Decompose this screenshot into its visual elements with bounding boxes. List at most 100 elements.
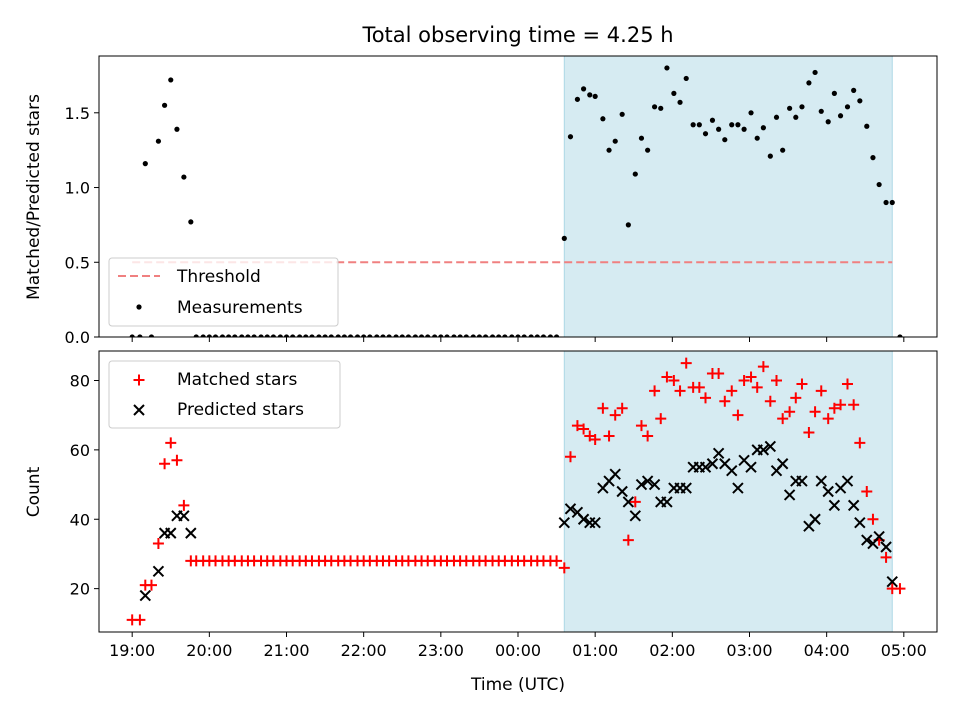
measurement-point bbox=[283, 334, 290, 337]
top-y-axis-label: Matched/Predicted stars bbox=[24, 94, 44, 300]
legend-matched-label: Matched stars bbox=[177, 370, 297, 390]
measurement-point bbox=[470, 334, 476, 337]
measurement-point bbox=[619, 111, 625, 117]
measurement-point bbox=[347, 334, 354, 337]
predicted-star-point bbox=[609, 468, 621, 480]
measurement-point bbox=[773, 114, 780, 120]
measurement-point bbox=[418, 334, 425, 337]
measurement-point bbox=[335, 334, 341, 337]
measurement-point bbox=[651, 104, 658, 110]
measurement-point bbox=[380, 334, 386, 337]
measurement-point bbox=[825, 119, 831, 125]
measurement-point bbox=[606, 147, 612, 153]
x-tick-label: 21:00 bbox=[263, 641, 309, 660]
measurement-point bbox=[367, 334, 373, 337]
measurement-point bbox=[876, 181, 882, 188]
matched-star-point bbox=[880, 551, 892, 563]
matched-star-point bbox=[616, 402, 628, 414]
measurement-point bbox=[851, 87, 857, 93]
matched-star-point bbox=[642, 430, 654, 442]
matched-star-point bbox=[152, 538, 164, 550]
measurement-point bbox=[290, 334, 296, 337]
measurement-point bbox=[161, 102, 168, 108]
predicted-star-point bbox=[886, 575, 898, 588]
measurement-point bbox=[787, 105, 793, 111]
measurement-point bbox=[476, 334, 483, 337]
measurement-point bbox=[174, 126, 180, 132]
predicted-star-point bbox=[558, 517, 571, 529]
measurement-point bbox=[574, 96, 581, 102]
measurement-point bbox=[521, 334, 527, 337]
measurement-point bbox=[600, 116, 606, 122]
x-tick-label: 04:00 bbox=[804, 641, 850, 660]
x-tick-label: 20:00 bbox=[186, 641, 232, 660]
matched-star-point bbox=[134, 614, 146, 626]
measurement-point bbox=[767, 153, 773, 159]
measurement-point bbox=[806, 80, 812, 86]
measurement-point bbox=[193, 334, 199, 337]
measurement-point bbox=[425, 334, 431, 337]
matched-star-point bbox=[732, 409, 744, 421]
predicted-star-point bbox=[854, 517, 866, 529]
measurement-point bbox=[188, 219, 194, 225]
measurement-point bbox=[844, 104, 851, 110]
measurement-point bbox=[212, 334, 219, 337]
measurement-point bbox=[632, 171, 638, 177]
measurement-point bbox=[200, 334, 206, 337]
measurement-point bbox=[303, 334, 309, 337]
measurement-point bbox=[735, 122, 741, 128]
predicted-star-point bbox=[764, 440, 777, 453]
measurement-point bbox=[316, 334, 322, 337]
measurement-point bbox=[793, 114, 799, 120]
bottom-y-tick-label: 80 bbox=[70, 371, 90, 390]
predicted-star-point bbox=[809, 513, 821, 525]
measurement-point bbox=[748, 110, 754, 116]
measurement-point bbox=[709, 117, 716, 123]
matched-star-point bbox=[700, 392, 712, 404]
matched-star-point bbox=[713, 368, 725, 380]
matched-star-point bbox=[564, 451, 576, 463]
matched-star-point bbox=[790, 392, 802, 404]
measurement-point bbox=[722, 137, 728, 143]
predicted-star-point bbox=[152, 565, 165, 577]
measurement-point bbox=[592, 93, 598, 99]
measurement-point bbox=[889, 199, 895, 206]
measurement-point bbox=[837, 113, 844, 119]
measurement-point bbox=[451, 334, 457, 337]
matched-star-point bbox=[171, 454, 183, 466]
top-y-tick-label: 1.0 bbox=[65, 179, 90, 198]
measurement-point bbox=[857, 98, 863, 104]
predicted-star-point bbox=[815, 475, 827, 487]
matched-star-point bbox=[655, 413, 667, 425]
measurement-point bbox=[502, 334, 508, 337]
measurement-point bbox=[580, 86, 587, 92]
measurement-point bbox=[760, 125, 766, 131]
measurement-point bbox=[206, 334, 212, 337]
matched-star-point bbox=[854, 437, 866, 449]
matched-star-point bbox=[738, 374, 750, 386]
measurement-point bbox=[226, 334, 232, 337]
measurement-point bbox=[702, 131, 709, 137]
measurement-point bbox=[463, 334, 469, 337]
measurement-point bbox=[399, 334, 405, 337]
measurement-point bbox=[181, 174, 187, 180]
measurement-point bbox=[780, 147, 786, 153]
measurement-point bbox=[509, 334, 515, 337]
measurement-point bbox=[393, 334, 399, 337]
x-tick-label: 01:00 bbox=[572, 641, 618, 660]
measurement-point bbox=[412, 334, 418, 337]
predicted-star-point bbox=[165, 527, 177, 539]
measurement-point bbox=[496, 334, 502, 337]
matched-star-point bbox=[680, 357, 692, 369]
legend-predicted-swatch bbox=[133, 404, 145, 416]
measurement-point bbox=[270, 334, 276, 337]
matched-star-point bbox=[815, 385, 827, 397]
x-tick-label: 02:00 bbox=[649, 641, 695, 660]
x-tick-label: 03:00 bbox=[726, 641, 772, 660]
matched-star-point bbox=[719, 395, 731, 407]
measurement-point bbox=[741, 126, 747, 132]
bottom-legend-box bbox=[108, 360, 341, 429]
matched-star-point bbox=[178, 499, 190, 511]
x-tick-label: 23:00 bbox=[418, 641, 464, 660]
measurement-point bbox=[155, 138, 162, 144]
